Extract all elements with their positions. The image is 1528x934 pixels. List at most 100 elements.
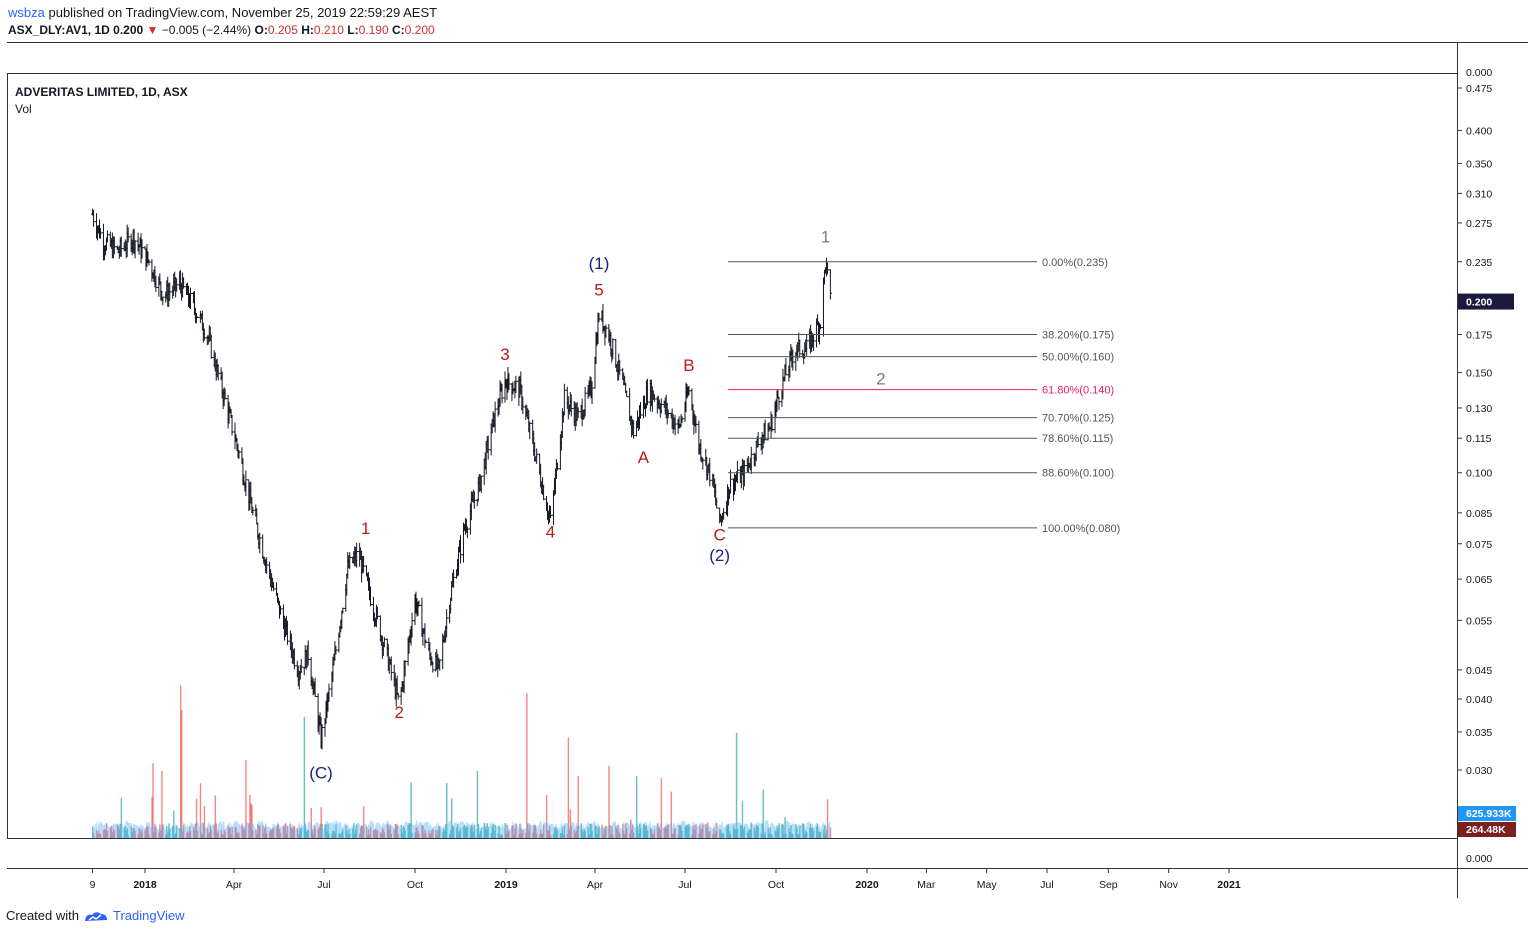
- volume-bar: [271, 828, 274, 838]
- volume-bar: [680, 826, 682, 838]
- volume-bar: [313, 825, 315, 838]
- volume-bar: [349, 833, 351, 838]
- volume-bar: [713, 827, 715, 838]
- publisher-name[interactable]: wsbza: [8, 5, 45, 20]
- ohlc-bar: [327, 683, 331, 702]
- volume-bar: [755, 824, 758, 838]
- volume-bar: [256, 833, 258, 838]
- time-tick-label: Jul: [1040, 879, 1053, 891]
- time-tick-label: Mar: [917, 879, 936, 891]
- volume-bar: [584, 830, 586, 838]
- open-value: 0.205: [267, 23, 298, 37]
- volume-bar: [102, 830, 105, 838]
- volume-bar: [145, 827, 147, 838]
- ohlc-bar: [694, 416, 698, 434]
- fib-level-label: 0.00%(0.235): [1042, 257, 1108, 269]
- publish-text: published on TradingView.com, November 2…: [48, 5, 438, 20]
- volume-bar: [707, 822, 709, 838]
- volume-bar: [532, 832, 534, 838]
- volume-bar: [540, 829, 542, 838]
- volume-bar: [623, 831, 625, 838]
- low-value: 0.190: [358, 23, 389, 37]
- volume-bar: [105, 823, 108, 838]
- ohlc-bar: [507, 373, 511, 390]
- volume-bar: [319, 823, 321, 838]
- volume-bar: [577, 775, 579, 838]
- price-tick-label: 0.035: [1466, 727, 1492, 739]
- volume-bar: [487, 827, 489, 838]
- volume-bar: [778, 823, 780, 838]
- fib-retracement[interactable]: 0.00%(0.235) 38.20%(0.175) 50.00%(0.160) 61…: [728, 257, 1120, 535]
- volume-bar: [96, 833, 99, 838]
- volume-bar: [97, 831, 100, 838]
- time-tick-label: 2019: [494, 879, 518, 891]
- volume-bar: [186, 831, 189, 838]
- volume-bar: [235, 827, 237, 838]
- volume-bar: [277, 824, 280, 838]
- volume-bar: [141, 829, 143, 838]
- volume-bar: [698, 833, 700, 838]
- volume-bar: [276, 823, 279, 838]
- ohlc-bar: [161, 296, 165, 306]
- ohlc-bar: [320, 724, 324, 750]
- volume-bar: [310, 807, 312, 838]
- volume-bar: [252, 830, 254, 838]
- volume-bar: [439, 825, 441, 838]
- volume-bar: [497, 833, 499, 838]
- volume-bar: [403, 827, 405, 838]
- volume-bar: [215, 823, 218, 838]
- volume-bar: [561, 827, 564, 838]
- volume-bar: [806, 832, 808, 838]
- volume-bar: [140, 832, 142, 838]
- ohlc-bar: [272, 582, 276, 592]
- volume-bar: [138, 828, 140, 838]
- volume-bar: [472, 832, 475, 838]
- volume-bar: [416, 827, 418, 838]
- volume-bar: [306, 830, 309, 838]
- volume-bar: [230, 834, 232, 838]
- volume-bar: [783, 833, 785, 838]
- volume-bar: [220, 829, 222, 838]
- ohlc-bar: [701, 457, 705, 470]
- tradingview-brand[interactable]: TradingView: [112, 908, 185, 923]
- volume-bar: [513, 834, 515, 838]
- time-tick-label: 2021: [1217, 879, 1241, 891]
- volume-bar: [520, 828, 522, 838]
- volume-bar: [352, 828, 354, 838]
- created-with-text: Created with: [6, 908, 79, 923]
- volume-bar: [243, 830, 245, 838]
- price-axis[interactable]: 0.475 0.400 0.350 0.310 0.275 0.235 0.200 0.175…: [1457, 67, 1516, 865]
- volume-bar: [610, 834, 612, 838]
- volume-bar: [109, 827, 112, 838]
- volume-bar: [106, 830, 109, 838]
- volume-bar: [484, 826, 487, 838]
- volume-bar: [165, 834, 167, 838]
- volume-bar: [161, 770, 163, 838]
- volume-bar: [144, 830, 146, 838]
- volume-bar: [775, 831, 777, 838]
- ohlc-bar: [244, 470, 248, 496]
- price-tick-label: 0.030: [1466, 765, 1492, 777]
- volume-bar: [575, 831, 578, 838]
- volume-bar: [286, 825, 289, 838]
- time-axis[interactable]: 9 2018 Apr Jul Oct 2019 Apr Jul Oct 2020 Mar May Jul…: [90, 868, 1241, 891]
- volume-bar: [591, 830, 593, 838]
- volume-bar: [795, 824, 797, 838]
- volume-bar: [408, 823, 410, 838]
- volume-bar: [175, 832, 177, 838]
- volume-bar: [582, 832, 584, 838]
- ohlc-bar: [819, 324, 823, 330]
- volume-bar: [776, 825, 778, 838]
- volume-bar: [767, 827, 769, 838]
- volume-bar: [335, 824, 337, 838]
- volume-bar: [664, 826, 667, 838]
- volume-bar: [304, 823, 307, 838]
- ohlc-bar: [825, 262, 829, 275]
- volume-bar: [739, 825, 742, 838]
- ohlc-bar: [175, 278, 179, 292]
- ohlc-bar: [119, 236, 123, 258]
- legend-vol: Vol: [15, 102, 32, 116]
- change-value: −0.005 (−2.44%): [161, 23, 252, 37]
- volume-bar: [152, 763, 154, 838]
